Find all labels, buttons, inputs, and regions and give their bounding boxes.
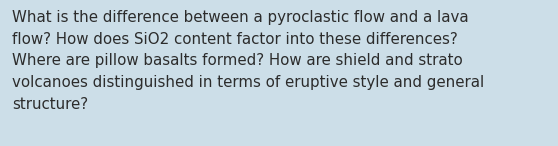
Text: What is the difference between a pyroclastic flow and a lava
flow? How does SiO2: What is the difference between a pyrocla…: [12, 10, 484, 112]
